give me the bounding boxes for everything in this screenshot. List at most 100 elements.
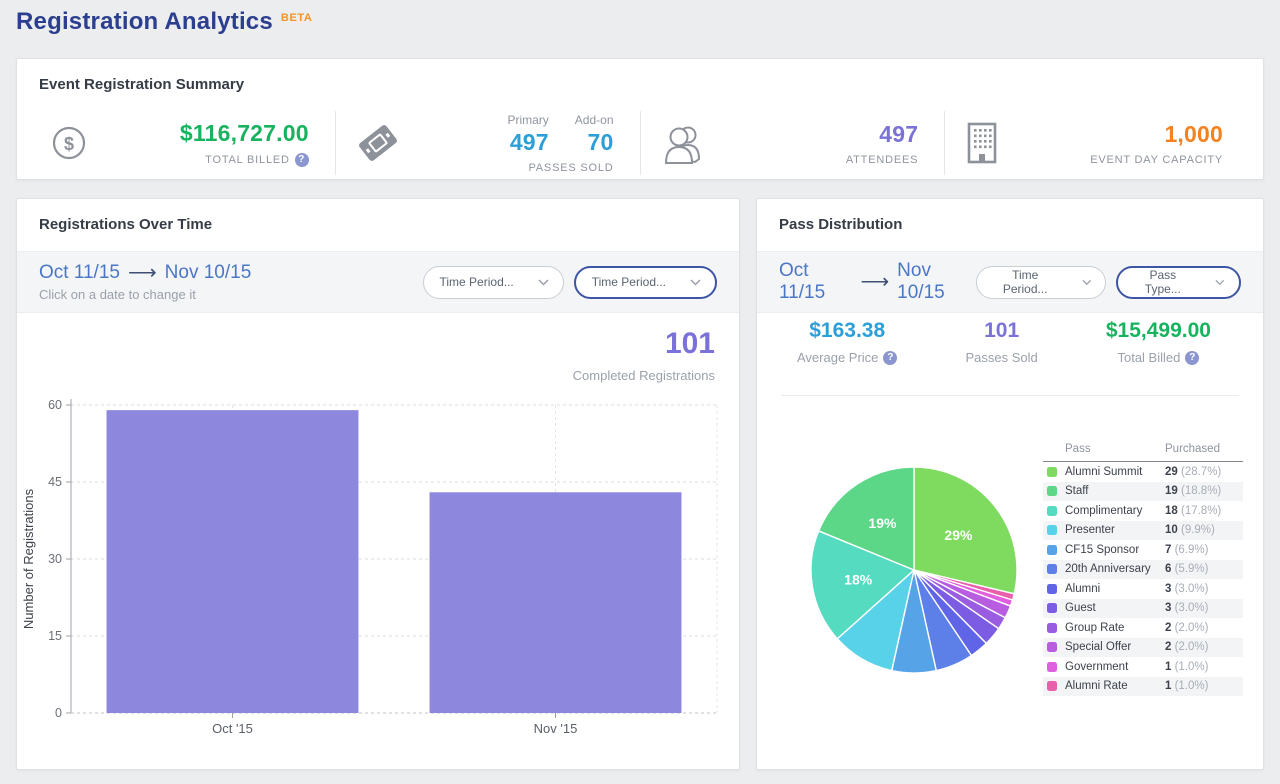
divider: [639, 111, 641, 175]
legend-pass-name: Alumni Summit: [1065, 465, 1143, 478]
passes-sold-value: 101: [984, 319, 1020, 342]
legend-pass-name: Presenter: [1065, 524, 1115, 537]
legend-row-guest[interactable]: Guest 3 (3.0%): [1043, 598, 1243, 618]
addon-passes: Add-on 70: [575, 113, 614, 156]
legend-row-alumni-summit[interactable]: Alumni Summit 29 (28.7%): [1043, 462, 1243, 482]
svg-text:$: $: [64, 134, 74, 154]
date-range: Oct 11/15 ⟶ Nov 10/15: [39, 262, 251, 285]
average-price-value: $163.38: [809, 319, 886, 342]
legend-swatch: [1047, 622, 1057, 633]
pie-slice-alumni-summit[interactable]: [913, 466, 1018, 595]
divider: [781, 395, 1239, 396]
building-icon: [961, 119, 1003, 167]
y-tick-label: 30: [48, 552, 62, 566]
arrow-right-icon: ⟶: [860, 270, 890, 293]
beta-badge: BETA: [280, 12, 313, 24]
legend-purchased-count: 6 (5.9%): [1165, 563, 1209, 576]
y-tick-label: 60: [48, 398, 62, 412]
legend-row-alumni-rate[interactable]: Alumni Rate 1 (1.0%): [1043, 676, 1243, 696]
primary-passes-value: 497: [509, 128, 549, 155]
legend-rows: Alumni Summit 29 (28.7%) Staff 19 (18.8%) Co…: [1043, 462, 1243, 696]
ticket-icon: [352, 117, 404, 169]
legend-row-group-rate[interactable]: Group Rate 2 (2.0%): [1043, 618, 1243, 638]
capacity-label-text: EVENT DAY CAPACITY: [1090, 153, 1223, 166]
legend-swatch: [1047, 486, 1057, 497]
time-period-dropdown-2[interactable]: Time Period...: [573, 265, 717, 299]
legend-pass-name: Guest: [1065, 602, 1096, 615]
average-price-label-text: Average Price: [797, 350, 879, 365]
pie-slice-label: 18%: [844, 572, 873, 588]
completed-registrations-value: 101: [664, 327, 715, 360]
legend-purchased-count: 10 (9.9%): [1165, 524, 1215, 537]
legend-row-complimentary[interactable]: Complimentary 18 (17.8%): [1043, 501, 1243, 521]
legend-purchased-count: 2 (2.0%): [1165, 641, 1209, 654]
legend-pass-name: CF15 Sponsor: [1065, 543, 1140, 556]
legend-swatch: [1047, 525, 1057, 536]
y-tick-label: 45: [48, 475, 62, 489]
legend-swatch: [1047, 466, 1057, 477]
pass-distribution-card: Pass Distribution Oct 11/15 ⟶ Nov 10/15 …: [756, 198, 1264, 770]
legend-row-alumni[interactable]: Alumni 3 (3.0%): [1043, 579, 1243, 599]
legend-row-20th-anniversary[interactable]: 20th Anniversary 6 (5.9%): [1043, 559, 1243, 579]
legend-swatch: [1047, 564, 1057, 575]
average-price-stat: $163.38 Average Price ?: [797, 319, 898, 365]
help-icon[interactable]: ?: [883, 350, 898, 365]
bar-Nov '15[interactable]: [429, 492, 682, 713]
date-start-link[interactable]: Oct 11/15: [779, 260, 826, 303]
total-billed-label-text: Total Billed: [1117, 350, 1181, 365]
legend-purchased-count: 7 (6.9%): [1165, 543, 1209, 556]
capacity-stat: 1,000 EVENT DAY CAPACITY: [945, 119, 1249, 167]
registrations-filter-bar: Oct 11/15 ⟶ Nov 10/15 Click on a date to…: [17, 251, 739, 313]
completed-registrations-label: Completed Registrations: [572, 368, 715, 383]
primary-passes: Primary 497: [507, 113, 548, 156]
legend-purchased-count: 1 (1.0%): [1165, 680, 1209, 693]
page-title: Registration Analytics: [16, 8, 273, 35]
help-icon[interactable]: ?: [1185, 350, 1200, 365]
passes-sold-label: PASSES SOLD: [507, 162, 613, 174]
legend-purchased-count: 18 (17.8%): [1165, 504, 1222, 517]
pie-slice-label: 29%: [944, 527, 973, 543]
pie-slice-staff[interactable]: [817, 466, 915, 571]
pass-distribution-pie-chart: 29% 18% 19%: [807, 463, 1021, 677]
legend-pass-name: Group Rate: [1065, 621, 1125, 634]
legend-row-staff[interactable]: Staff 19 (18.8%): [1043, 481, 1243, 501]
pie-slice-complimentary[interactable]: [810, 530, 915, 640]
legend-swatch: [1047, 642, 1057, 653]
legend-row-government[interactable]: Government 1 (1.0%): [1043, 657, 1243, 677]
legend-row-special-offer[interactable]: Special Offer 2 (2.0%): [1043, 637, 1243, 657]
legend-purchased-count: 19 (18.8%): [1165, 485, 1222, 498]
date-end-link[interactable]: Nov 10/15: [164, 262, 252, 284]
passes-sold-label: Passes Sold: [966, 350, 1038, 365]
legend-header-purchased: Purchased: [1165, 443, 1220, 455]
pie-chart-svg: 29% 18% 19%: [810, 466, 1018, 674]
passes-sold-label-text: Passes Sold: [965, 350, 1038, 365]
attendees-label: ATTENDEES: [846, 154, 918, 166]
legend-pass-name: Alumni Rate: [1065, 680, 1128, 693]
total-billed-label: Total Billed ?: [1106, 350, 1211, 365]
date-start-link[interactable]: Oct 11/15: [39, 262, 120, 284]
time-period-dropdown-1-label: Time Period...: [439, 275, 514, 289]
bar-Oct '15[interactable]: [106, 410, 359, 713]
time-period-dropdown[interactable]: Time Period...: [975, 265, 1107, 299]
pass-legend: Pass Purchased Alumni Summit 29 (28.7%) St…: [1043, 439, 1243, 696]
total-billed-label-text: TOTAL BILLED: [205, 153, 290, 166]
date-end-link[interactable]: Nov 10/15: [897, 260, 945, 303]
pass-type-dropdown[interactable]: Pass Type...: [1116, 265, 1241, 299]
pass-type-dropdown-label: Pass Type...: [1144, 268, 1181, 296]
bar-chart-svg: Number of Registrations 0 15 30 45 60 Oct '15 N…: [21, 398, 718, 736]
registrations-bar-chart: Number of Registrations 0 15 30 45 60 Oct '15 N…: [17, 389, 741, 759]
summary-card-title: Event Registration Summary: [39, 76, 245, 93]
addon-label: Add-on: [574, 112, 614, 127]
addon-passes-value: 70: [587, 128, 614, 155]
y-axis-label: Number of Registrations: [21, 488, 36, 629]
legend-row-presenter[interactable]: Presenter 10 (9.9%): [1043, 520, 1243, 540]
legend-swatch: [1047, 544, 1057, 555]
total-billed-value: $15,499.00: [1105, 319, 1211, 342]
legend-swatch: [1047, 603, 1057, 614]
legend-row-cf15-sponsor[interactable]: CF15 Sponsor 7 (6.9%): [1043, 540, 1243, 560]
time-period-dropdown-1[interactable]: Time Period...: [422, 265, 564, 299]
legend-purchased-count: 3 (3.0%): [1165, 602, 1209, 615]
total-billed-stat: $ $116,727.00 TOTAL BILLED ?: [31, 120, 335, 167]
help-icon[interactable]: ?: [294, 152, 309, 167]
legend-purchased-count: 1 (1.0%): [1165, 660, 1209, 673]
